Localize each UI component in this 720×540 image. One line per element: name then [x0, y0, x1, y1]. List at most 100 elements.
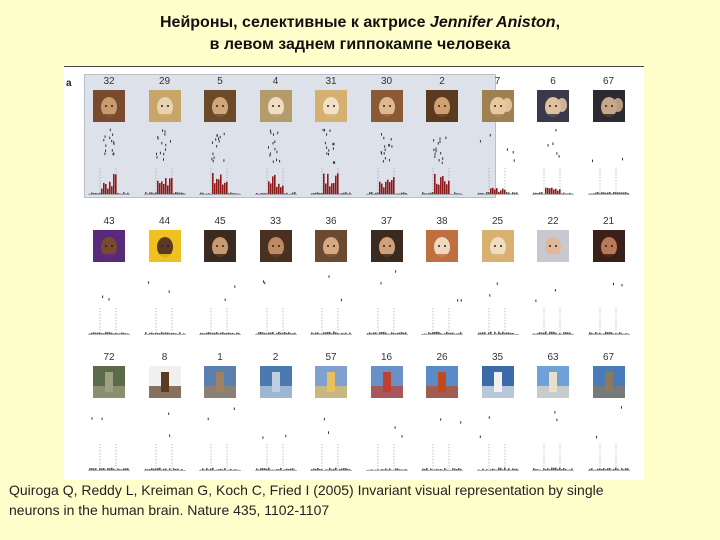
spike-raster [595, 406, 622, 439]
response-histogram [532, 444, 574, 471]
response-histogram [199, 168, 241, 195]
stimulus-cell: 7 [475, 76, 521, 196]
bridge-icon [426, 366, 458, 398]
response-histogram [143, 444, 186, 471]
citation: Quiroga Q, Reddy L, Kreiman G, Koch C, F… [9, 480, 709, 520]
leaning-tower-icon [537, 366, 569, 398]
stimulus-number: 30 [380, 76, 393, 87]
stimulus-number: 67 [602, 76, 615, 87]
title-suffix: , [555, 14, 561, 31]
stimulus-number: 25 [491, 216, 504, 227]
face-woman-icon [259, 230, 292, 262]
response-histogram [421, 168, 463, 195]
face-aniston-icon [148, 90, 181, 122]
face-aniston-icon [204, 90, 236, 122]
spike-raster [211, 132, 225, 163]
stimulus-cell: 22 [530, 216, 576, 336]
spike-raster [91, 417, 103, 421]
spike-raster [103, 128, 115, 156]
spike-raster [147, 281, 170, 293]
stimulus-cell: 16 [364, 352, 410, 472]
face-aniston-icon [426, 90, 458, 122]
response-histogram [421, 444, 463, 471]
spike-raster [479, 416, 490, 438]
spike-raster [207, 407, 235, 421]
spike-raster [261, 434, 286, 439]
stimulus-number: 1 [217, 352, 223, 363]
spike-raster [440, 418, 462, 424]
face-basketball-icon [93, 230, 125, 262]
response-histogram [476, 308, 519, 335]
stimulus-cell: 8 [142, 352, 188, 472]
stimulus-number: 31 [325, 76, 337, 87]
stimulus-cell: 57 [308, 352, 354, 472]
face-woman-icon [370, 230, 403, 262]
stimulus-number: 8 [161, 352, 168, 363]
spike-raster [554, 411, 558, 422]
response-histogram [143, 168, 186, 195]
stimulus-cell: 43 [86, 216, 132, 336]
response-histogram [199, 444, 241, 471]
spike-raster [380, 270, 396, 285]
spike-raster [488, 282, 498, 297]
stimulus-number: 36 [325, 216, 337, 227]
stimulus-number: 7 [494, 76, 501, 87]
spike-raster [323, 417, 329, 434]
spike-raster [328, 275, 342, 302]
face-woman-icon [426, 230, 458, 262]
title-line-2: в левом заднем гиппокампе человека [209, 36, 511, 53]
stimulus-cell: 4 [253, 76, 299, 196]
stimulus-cell: 1 [197, 352, 243, 472]
stimulus-cell: 72 [86, 352, 132, 472]
stimulus-cell: 37 [364, 216, 410, 336]
spike-raster [267, 129, 280, 163]
response-histogram [310, 168, 352, 195]
stimulus-cell: 31 [308, 76, 354, 196]
stimulus-number: 22 [547, 216, 559, 227]
snake-icon [93, 366, 125, 398]
stimulus-number: 43 [103, 216, 115, 227]
stimulus-cell: 38 [419, 216, 465, 336]
response-histogram [532, 308, 574, 335]
spike-raster [224, 285, 236, 301]
stimulus-cell: 2 [419, 76, 465, 196]
response-histogram [88, 444, 130, 471]
response-histogram [587, 444, 630, 471]
panel-label: a [66, 78, 72, 89]
neuron-response-figure: a 32 29 5 4 31 30 2 7 6 67 43 44 45 33 36 37 38 25 22 21 72 8… [64, 66, 644, 480]
stimulus-cell: 29 [142, 76, 188, 196]
response-histogram [310, 308, 352, 335]
response-histogram [310, 444, 352, 471]
stimulus-number: 35 [491, 352, 504, 363]
response-histogram [365, 444, 408, 471]
response-histogram [88, 308, 130, 335]
response-histogram [587, 308, 630, 335]
response-histogram [254, 168, 297, 195]
response-histogram [587, 168, 630, 195]
face-couple-icon [481, 90, 514, 122]
spike-raster [591, 157, 623, 163]
face-man-icon [537, 230, 569, 262]
face-aniston-icon [315, 90, 347, 122]
figure-top-rule [64, 66, 644, 67]
face-couple-icon [537, 90, 569, 122]
face-woman-icon [315, 230, 347, 262]
house-icon [315, 366, 347, 398]
spike-raster [479, 134, 515, 162]
response-histogram [532, 168, 574, 195]
stimulus-number: 32 [103, 76, 115, 87]
response-histogram [476, 168, 519, 195]
citation-line-2: neurons in the human brain. Nature 435, … [9, 502, 330, 518]
spike-raster [167, 412, 170, 437]
stimulus-number: 67 [602, 352, 615, 363]
building-icon [204, 366, 236, 398]
stimulus-number: 2 [272, 352, 279, 363]
spider-icon [148, 366, 181, 398]
stimulus-cell: 67 [586, 352, 632, 472]
spike-raster [322, 128, 336, 164]
stimulus-number: 33 [269, 216, 282, 227]
stimulus-cell: 45 [197, 216, 243, 336]
response-histogram [254, 444, 297, 471]
citation-line-1: Quiroga Q, Reddy L, Kreiman G, Koch C, F… [9, 482, 604, 498]
spike-raster [457, 299, 462, 302]
